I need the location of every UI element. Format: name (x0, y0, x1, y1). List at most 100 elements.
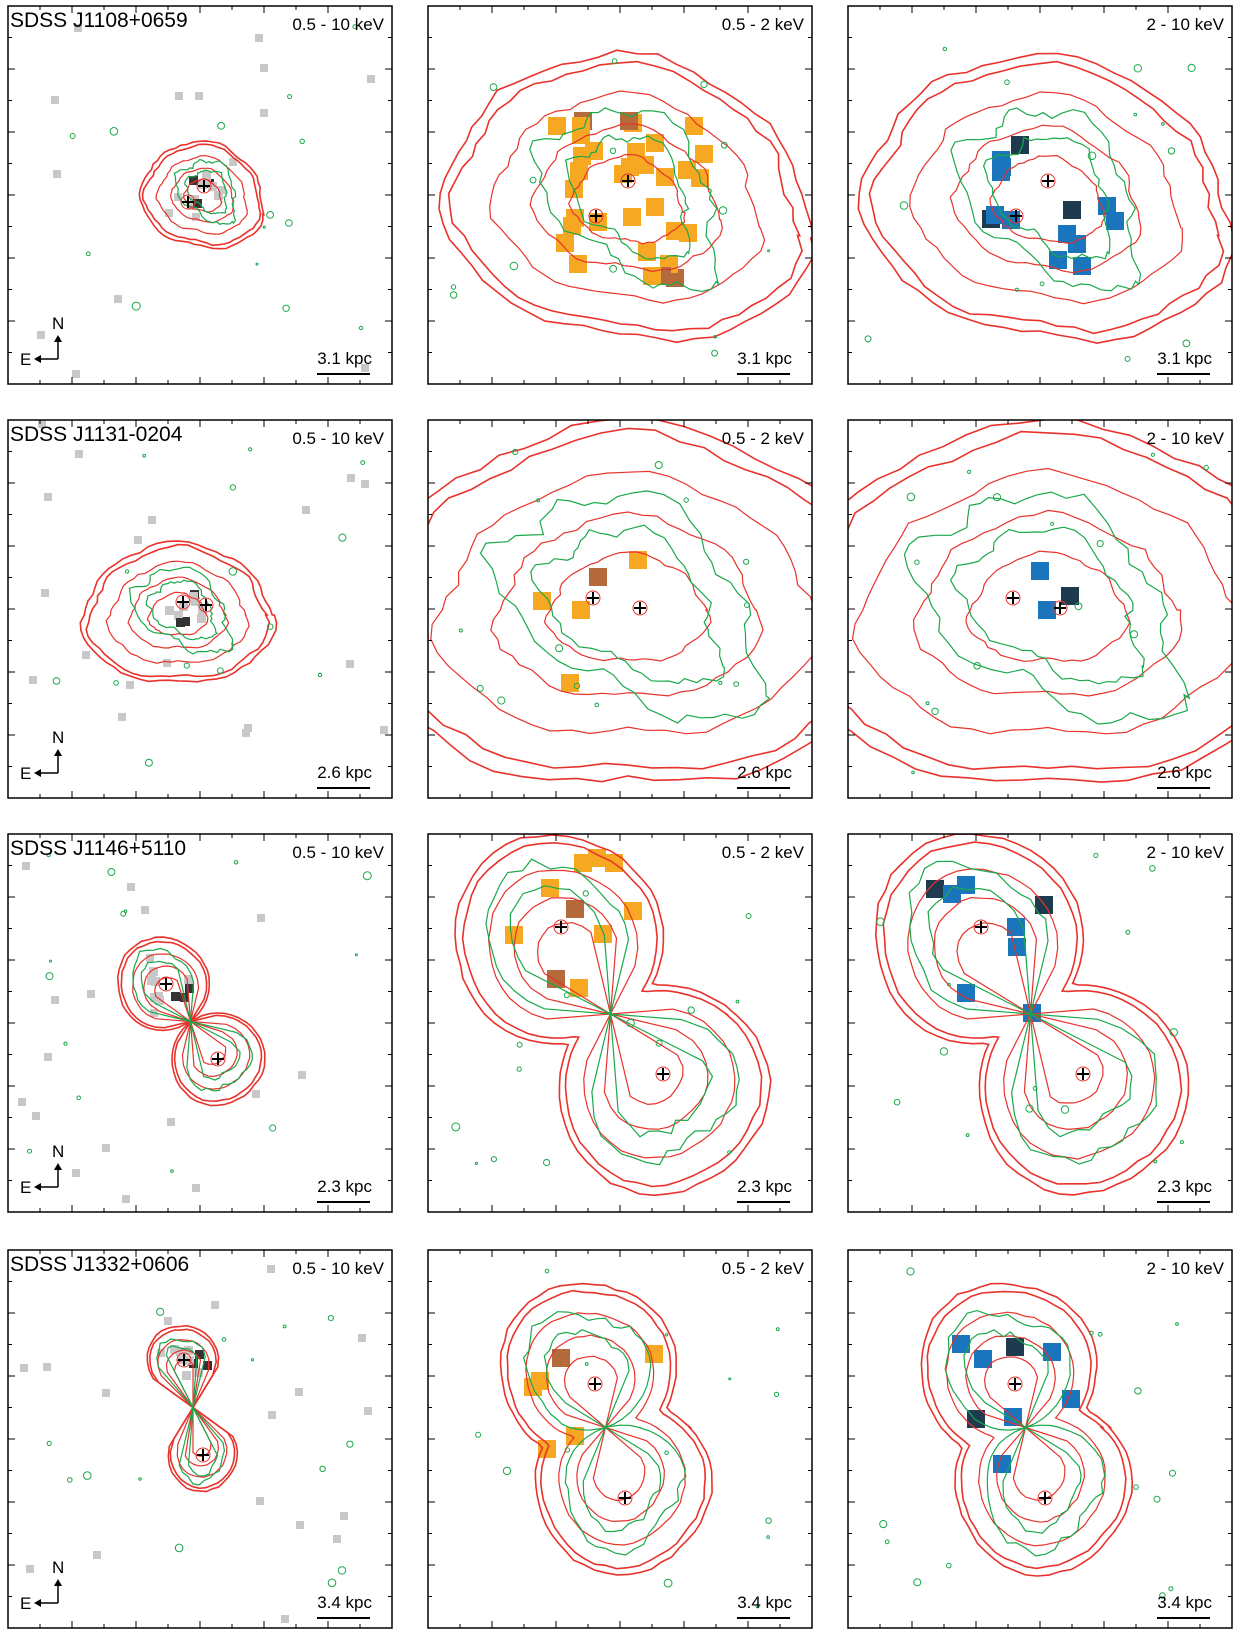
hst-contour-speck (27, 1148, 32, 1154)
hst-contour-speck (228, 567, 238, 576)
hst-contour-speck (46, 1440, 52, 1447)
nucleus-contour (1040, 173, 1056, 189)
band-label: 0.5 - 2 keV (722, 843, 805, 862)
hst-contour-speck (1097, 1331, 1103, 1337)
compass-north-label: N (52, 1142, 64, 1161)
hst-contour-speck (46, 853, 51, 858)
nucleus-contour (198, 597, 214, 613)
hst-contour-speck (1187, 63, 1196, 73)
scale-bar: 2.6 kpc (1157, 763, 1212, 789)
optical-contour (965, 550, 1131, 662)
hst-contour-speck (1032, 1086, 1038, 1091)
hst-contour-speck (906, 1267, 915, 1276)
hst-contour-speck (733, 681, 739, 687)
hst-contour-speck (1089, 1330, 1094, 1336)
hst-contour-speck (876, 917, 885, 927)
hst-contour (522, 1311, 687, 1556)
xray-count-pixel (211, 1301, 219, 1309)
xray-count-pixel (148, 516, 156, 524)
hst-contour-speck (946, 1562, 952, 1569)
hst-contour-speck (992, 493, 1002, 502)
nucleus-cross (622, 175, 634, 187)
optical-contour (912, 509, 1183, 697)
hst-contour-speck (864, 335, 872, 343)
xray-count-pixel (358, 1334, 366, 1342)
nucleus-cross (657, 1068, 669, 1080)
hst-contour-speck (1161, 122, 1165, 126)
panel-content (857, 46, 1232, 362)
nucleus-contour (1008, 208, 1024, 224)
hst-contour-speck (1025, 1104, 1034, 1113)
hard-xray-pixel (1006, 1338, 1024, 1356)
scale-bar: 3.4 kpc (317, 1593, 372, 1619)
soft-xray-pixel (505, 926, 523, 944)
hard-xray-pixel (1043, 1343, 1061, 1361)
nucleus-cross (587, 592, 599, 604)
xray-count-pixel (176, 1347, 185, 1356)
panel-frame (7, 833, 393, 1213)
optical-contour (909, 91, 1184, 305)
hst-contour-speck (1133, 1484, 1139, 1490)
hst-contour-speck (450, 284, 457, 290)
soft-xray-pixel (556, 234, 574, 252)
hst-contour-speck (221, 1337, 227, 1342)
nucleus-cross (589, 1378, 601, 1390)
hst-contour-speck (1179, 1140, 1184, 1145)
hst-contour-speck (536, 498, 541, 503)
hard-xray-pixel (1011, 136, 1029, 154)
hst-contour-speck (655, 1039, 663, 1047)
xray-count-pixel (242, 729, 250, 737)
hst-contour-speck (76, 1095, 81, 1101)
xray-count-pixel (134, 536, 142, 544)
optical-contour (920, 1282, 1134, 1577)
scale-bar-label: 2.3 kpc (737, 1177, 792, 1196)
nucleus-contour (195, 1447, 211, 1463)
target-name: SDSS J1108+0659 (10, 9, 188, 32)
axis-ticks (428, 420, 812, 798)
nucleus-cross (177, 596, 189, 608)
xray-count-pixel (32, 1112, 40, 1120)
hard-xray-pixel (1063, 201, 1081, 219)
compass: NE (20, 1142, 64, 1197)
hst-contour-speck (775, 1327, 780, 1332)
nucleus-contour (588, 208, 604, 224)
panel-hard-band: 2 - 10 keV 2.3 kpc (847, 833, 1233, 1213)
xray-count-pixel (184, 975, 193, 984)
optical-contour (874, 834, 1190, 1196)
xray-count-pixel (187, 201, 196, 210)
hst-contour-speck (1150, 452, 1156, 457)
compass-east-arrow (34, 769, 41, 777)
hst-contour-speck (229, 484, 237, 491)
hst-contour-speck (346, 1440, 354, 1448)
hst-contour-speck (884, 1539, 890, 1545)
xray-count-pixel (114, 295, 122, 303)
hst-contour-speck (942, 46, 947, 52)
soft-xray-pixel (572, 601, 590, 619)
scale-bar-label: 2.6 kpc (737, 763, 792, 782)
hst-contour-speck (516, 1041, 523, 1048)
hst-contour-speck (337, 1566, 347, 1575)
hst-contour-speck (745, 913, 752, 919)
xray-count-pixel (197, 614, 206, 623)
optical-contour (155, 154, 248, 235)
hard-xray-pixel (1038, 601, 1056, 619)
target-name: SDSS J1332+0606 (10, 1253, 189, 1276)
hst-contour-speck (1133, 64, 1143, 73)
hst-contour-speck (474, 1161, 478, 1166)
xray-count-pixel (182, 1371, 191, 1380)
hst-contour-speck (269, 1124, 277, 1132)
panel-content (37, 24, 375, 378)
hst-contour-speck (1153, 1495, 1161, 1503)
xray-count-pixel (165, 606, 174, 615)
xray-count-pixel (203, 1361, 212, 1370)
optical-contour (430, 470, 812, 735)
hst-contour-speck (282, 1324, 287, 1329)
hard-xray-pixel (1008, 938, 1026, 956)
hst-contour-speck (765, 1517, 772, 1524)
xray-count-pixel (346, 660, 354, 668)
xray-count-pixel (122, 1195, 130, 1203)
hst-contour-speck (113, 680, 119, 686)
